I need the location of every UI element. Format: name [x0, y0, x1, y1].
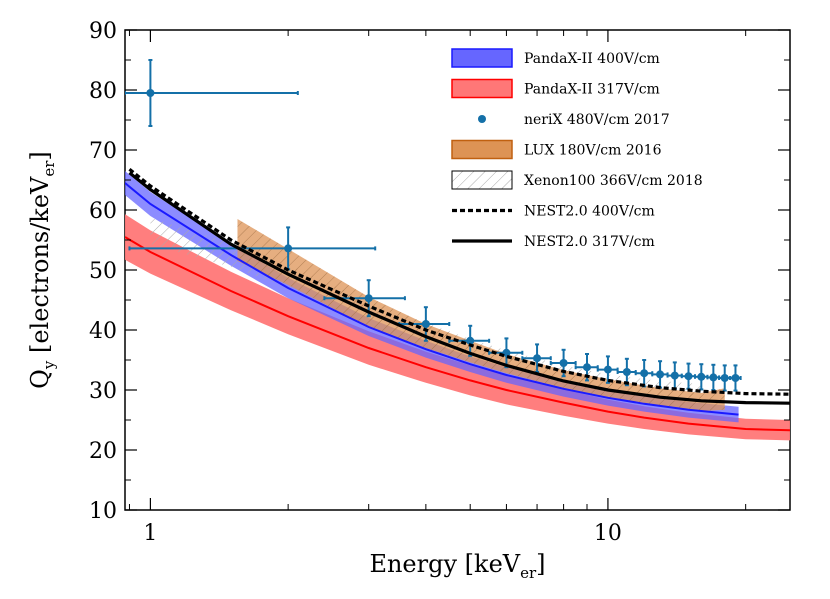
legend-entry: LUX 180V/cm 2016 — [451, 139, 662, 160]
nerix-marker — [502, 348, 511, 357]
nerix-marker — [656, 370, 665, 379]
lux-band-hatch — [237, 219, 725, 411]
y-tick-label: 60 — [89, 199, 117, 224]
nerix-marker — [421, 320, 430, 328]
legend-label: Xenon100 366V/cm 2018 — [524, 173, 703, 189]
x-tick-label: 10 — [594, 521, 622, 546]
nerix-marker — [622, 368, 631, 376]
legend-entry: PandaX-II 317V/cm — [451, 78, 660, 99]
nerix-point — [596, 355, 619, 384]
nerix-marker — [697, 372, 706, 381]
nerix-marker — [709, 373, 718, 382]
legend-entry: neriX 480V/cm 2017 — [478, 112, 670, 128]
nerix-marker — [670, 371, 679, 380]
nerix-marker — [559, 359, 568, 367]
nerix-point — [128, 226, 377, 271]
legend-entry: NEST2.0 317V/cm — [452, 234, 655, 250]
legend-label: neriX 480V/cm 2017 — [524, 112, 670, 128]
tick-layer: 10 20 30 40 50 60 70 80 90 1 10 — [89, 19, 790, 546]
nerix-marker — [731, 374, 740, 382]
nerix-marker — [466, 336, 475, 345]
pandax-317-line — [125, 236, 790, 432]
nerix-marker — [284, 244, 293, 253]
nerix-point — [521, 343, 552, 373]
nerix-marker — [146, 89, 155, 97]
legend: PandaX-II 400V/cm PandaX-II 317V/cm neriX … — [451, 48, 703, 250]
y-tick-label: 40 — [89, 319, 117, 344]
nerix-point — [706, 363, 721, 391]
y-tick-label: 90 — [89, 19, 117, 44]
pandax-400-line — [125, 182, 739, 416]
nerix-marker — [364, 294, 373, 303]
legend-label: NEST2.0 400V/cm — [524, 204, 655, 220]
legend-marker — [478, 115, 486, 123]
y-tick-label: 70 — [89, 139, 117, 164]
legend-label: PandaX-II 317V/cm — [524, 82, 660, 98]
nest-317-line — [128, 171, 790, 405]
y-tick-label: 20 — [89, 439, 117, 464]
series-layer — [125, 59, 790, 441]
legend-swatch — [451, 78, 513, 99]
legend-label: PandaX-II 400V/cm — [524, 51, 660, 67]
nerix-point — [694, 363, 709, 391]
legend-entry: NEST2.0 400V/cm — [452, 204, 655, 220]
nerix-marker — [603, 365, 612, 374]
nerix-marker — [720, 374, 729, 382]
legend-label: LUX 180V/cm 2016 — [524, 143, 662, 159]
nerix-point — [616, 357, 637, 387]
y-tick-label: 10 — [89, 499, 117, 524]
y-tick-label: 30 — [89, 379, 117, 404]
nerix-marker — [582, 363, 591, 372]
nerix-point — [729, 364, 742, 392]
nerix-point — [634, 359, 654, 388]
nerix-marker — [684, 372, 693, 381]
nerix-point — [125, 59, 299, 127]
nerix-marker — [533, 354, 542, 363]
nerix-marker — [640, 369, 649, 378]
x-tick-label: 1 — [143, 521, 157, 546]
legend-swatch — [451, 139, 513, 160]
y-tick-label: 80 — [89, 79, 117, 104]
nest-400-line — [128, 167, 790, 396]
x-axis-title: Energy [keVer] — [369, 550, 545, 582]
y-tick-label: 50 — [89, 259, 117, 284]
legend-entry: Xenon100 366V/cm 2018 — [451, 170, 703, 190]
nerix-point — [666, 361, 683, 390]
legend-entry: PandaX-II 400V/cm — [451, 48, 660, 68]
legend-label: NEST2.0 317V/cm — [524, 234, 655, 250]
legend-swatch — [451, 170, 513, 190]
nerix-point — [718, 364, 732, 392]
y-axis-title: Qy [electrons/keVer] — [26, 151, 58, 389]
xenon100-band — [150, 217, 702, 399]
legend-swatch — [451, 48, 513, 68]
